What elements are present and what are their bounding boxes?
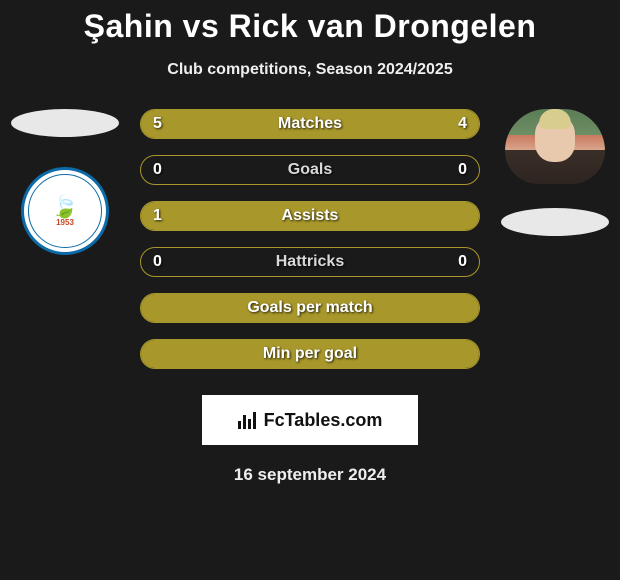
stat-value-right: 4	[458, 115, 467, 133]
stat-value-left: 5	[153, 115, 162, 133]
stat-label: Goals	[288, 161, 332, 179]
stat-bar: 1 Assists	[140, 201, 480, 231]
stat-area: 🍃 1953 5 4 Matches 0 0 Goals 1 Assists 0 0 Hattric…	[0, 109, 620, 369]
comparison-card: Şahin vs Rick van Drongelen Club competi…	[0, 0, 620, 485]
player-left-column: 🍃 1953	[5, 109, 125, 255]
club-badge-content: 🍃 1953	[51, 196, 78, 227]
player-right-photo	[505, 109, 605, 184]
stat-label: Hattricks	[276, 253, 344, 271]
player-left-photo-placeholder	[11, 109, 119, 137]
subtitle: Club competitions, Season 2024/2025	[0, 61, 620, 79]
stat-value-left: 0	[153, 253, 162, 271]
brand-box[interactable]: FcTables.com	[202, 395, 418, 445]
stat-value-right: 0	[458, 161, 467, 179]
stat-label: Matches	[278, 115, 342, 133]
date-text: 16 september 2024	[0, 465, 620, 485]
stat-label: Goals per match	[247, 299, 372, 317]
player-right-column	[495, 109, 615, 236]
brand-text: FcTables.com	[264, 410, 383, 431]
leaf-icon: 🍃	[51, 196, 78, 218]
stat-bar: 5 4 Matches	[140, 109, 480, 139]
stat-value-right: 0	[458, 253, 467, 271]
player-right-club-placeholder	[501, 208, 609, 236]
stat-value-left: 1	[153, 207, 162, 225]
stat-value-left: 0	[153, 161, 162, 179]
bar-chart-icon	[238, 411, 258, 429]
stat-bar-fill-right	[329, 110, 479, 138]
stat-label: Assists	[282, 207, 339, 225]
stat-bar: 0 0 Hattricks	[140, 247, 480, 277]
stat-bar: Goals per match	[140, 293, 480, 323]
stat-bars: 5 4 Matches 0 0 Goals 1 Assists 0 0 Hattricks Goals…	[140, 109, 480, 369]
page-title: Şahin vs Rick van Drongelen	[0, 8, 620, 45]
stat-label: Min per goal	[263, 345, 357, 363]
stat-bar: Min per goal	[140, 339, 480, 369]
stat-bar: 0 0 Goals	[140, 155, 480, 185]
player-left-club-badge: 🍃 1953	[21, 167, 109, 255]
club-badge-year: 1953	[51, 218, 78, 227]
